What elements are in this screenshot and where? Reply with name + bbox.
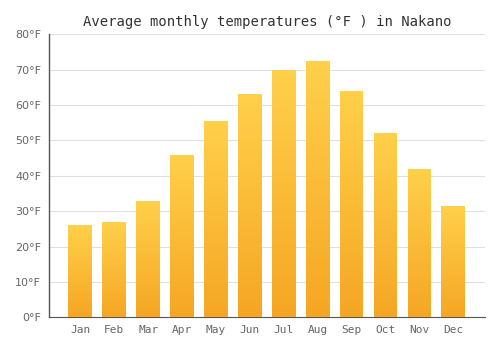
Title: Average monthly temperatures (°F ) in Nakano: Average monthly temperatures (°F ) in Na…	[82, 15, 451, 29]
